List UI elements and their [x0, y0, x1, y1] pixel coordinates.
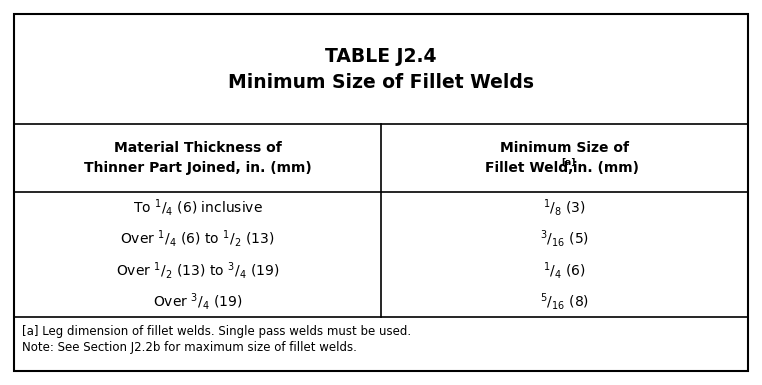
Text: Minimum Size of: Minimum Size of — [500, 141, 629, 155]
Text: Material Thickness of: Material Thickness of — [114, 141, 281, 155]
Text: $^{5}/_{16}$ (8): $^{5}/_{16}$ (8) — [540, 291, 589, 312]
Text: Thinner Part Joined, in. (mm): Thinner Part Joined, in. (mm) — [84, 161, 312, 175]
Text: Fillet Weld,: Fillet Weld, — [485, 161, 574, 175]
Text: $^{1}/_{8}$ (3): $^{1}/_{8}$ (3) — [543, 197, 586, 218]
Text: [a] Leg dimension of fillet welds. Single pass welds must be used.: [a] Leg dimension of fillet welds. Singl… — [22, 325, 411, 338]
Text: $^{1}/_{4}$ (6): $^{1}/_{4}$ (6) — [543, 259, 586, 281]
Text: in. (mm): in. (mm) — [568, 161, 639, 175]
Text: Over $^{3}/_{4}$ (19): Over $^{3}/_{4}$ (19) — [152, 291, 242, 312]
Text: TABLE J2.4: TABLE J2.4 — [325, 47, 437, 67]
Text: Note: See Section J2.2b for maximum size of fillet welds.: Note: See Section J2.2b for maximum size… — [22, 340, 357, 353]
Text: To $^{1}/_{4}$ (6) inclusive: To $^{1}/_{4}$ (6) inclusive — [133, 197, 262, 218]
Text: [a]: [a] — [562, 157, 575, 166]
Text: Over $^{1}/_{2}$ (13) to $^{3}/_{4}$ (19): Over $^{1}/_{2}$ (13) to $^{3}/_{4}$ (19… — [116, 259, 279, 281]
Text: Over $^{1}/_{4}$ (6) to $^{1}/_{2}$ (13): Over $^{1}/_{4}$ (6) to $^{1}/_{2}$ (13) — [120, 228, 275, 249]
Text: $^{3}/_{16}$ (5): $^{3}/_{16}$ (5) — [540, 228, 589, 249]
Text: Minimum Size of Fillet Welds: Minimum Size of Fillet Welds — [228, 74, 534, 92]
